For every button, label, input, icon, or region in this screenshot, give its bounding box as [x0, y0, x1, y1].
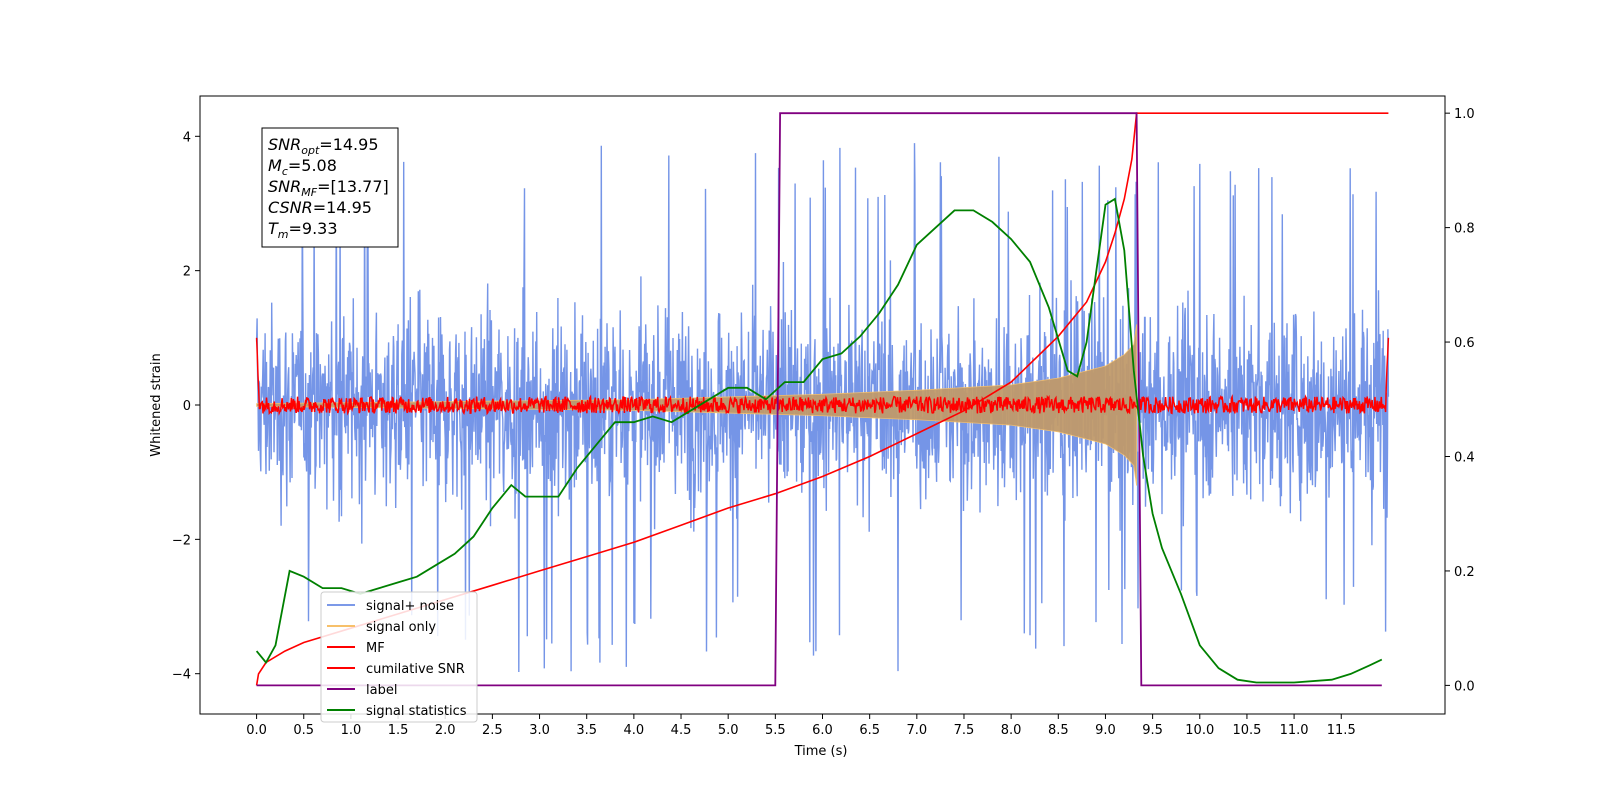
- x-tick-label: 1.0: [341, 723, 362, 738]
- y-left-tick-label: 2: [183, 265, 191, 280]
- y-axis-left: −4 −2 0 2 4: [172, 130, 200, 683]
- x-tick-label: 2.0: [435, 723, 456, 738]
- annotation-line: SNRMF=[13.77]: [268, 177, 389, 199]
- x-tick-label: 8.5: [1048, 723, 1069, 738]
- y-right-tick-label: 0.4: [1454, 451, 1475, 466]
- legend-entry: cumilative SNR: [366, 662, 465, 677]
- x-tick-label: 6.0: [812, 723, 833, 738]
- x-tick-label: 3.5: [576, 723, 597, 738]
- x-tick-label: 7.0: [906, 723, 927, 738]
- series-signal-statistics: [255, 197, 1383, 684]
- legend-entry: MF: [366, 641, 385, 656]
- series-mf: [255, 337, 1390, 416]
- x-tick-label: 0.5: [293, 723, 314, 738]
- y-axis-right: 0.0 0.2 0.4 0.6 0.8 1.0: [1445, 107, 1475, 694]
- y-right-tick-label: 1.0: [1454, 107, 1475, 122]
- series-label: [256, 112, 1382, 687]
- x-tick-label: 11.5: [1327, 723, 1356, 738]
- annotation-line: Mc=5.08: [268, 156, 337, 178]
- x-axis-label: Time (s): [794, 744, 848, 759]
- x-tick-label: 11.0: [1280, 723, 1309, 738]
- legend-entry: signal+ noise: [366, 599, 454, 614]
- y-right-tick-label: 0.6: [1454, 336, 1475, 351]
- legend-entry: signal only: [366, 620, 436, 635]
- annotation-line: CSNR=14.95: [268, 198, 372, 217]
- y-left-tick-label: 4: [183, 130, 191, 145]
- x-tick-label: 2.5: [482, 723, 503, 738]
- annotation-line: SNRopt=14.95: [268, 135, 379, 157]
- y-right-tick-label: 0.8: [1454, 222, 1475, 237]
- x-tick-label: 9.5: [1142, 723, 1163, 738]
- x-tick-label: 5.5: [765, 723, 786, 738]
- legend-frame: [320, 591, 478, 723]
- plot-area: [255, 112, 1390, 687]
- y-left-tick-label: −2: [172, 533, 191, 548]
- x-axis: 0.0 0.5 1.0 1.5 2.0 2.5 3.0 3.5 4.0 4.5 5.0 5.5 6.0 6…: [246, 714, 1356, 738]
- legend-entry: label: [366, 683, 397, 698]
- x-tick-label: 4.0: [624, 723, 645, 738]
- x-tick-label: 3.0: [529, 723, 550, 738]
- x-tick-label: 6.5: [859, 723, 880, 738]
- x-tick-label: 7.5: [954, 723, 975, 738]
- x-tick-label: 8.0: [1001, 723, 1022, 738]
- y-right-tick-label: 0.0: [1454, 679, 1475, 694]
- x-tick-label: 5.0: [718, 723, 739, 738]
- y-axis-label: Whitened strain: [149, 353, 164, 456]
- legend-entry: signal statistics: [366, 704, 467, 719]
- legend: signal+ noise signal only MF cumilative SNR…: [320, 591, 478, 723]
- y-right-tick-label: 0.2: [1454, 565, 1475, 580]
- x-tick-label: 0.0: [246, 723, 267, 738]
- x-tick-label: 10.0: [1185, 723, 1214, 738]
- annotation-line: Tm=9.33: [268, 219, 338, 241]
- y-left-tick-label: 0: [183, 399, 191, 414]
- x-tick-label: 9.0: [1095, 723, 1116, 738]
- y-left-tick-label: −4: [172, 668, 191, 683]
- x-tick-label: 4.5: [671, 723, 692, 738]
- x-tick-label: 10.5: [1232, 723, 1261, 738]
- series-signal-noise: [255, 143, 1390, 673]
- annotation-box: SNRopt=14.95Mc=5.08SNRMF=[13.77]CSNR=14.…: [261, 127, 399, 248]
- annotation-frame: [261, 127, 399, 248]
- x-tick-label: 1.5: [388, 723, 409, 738]
